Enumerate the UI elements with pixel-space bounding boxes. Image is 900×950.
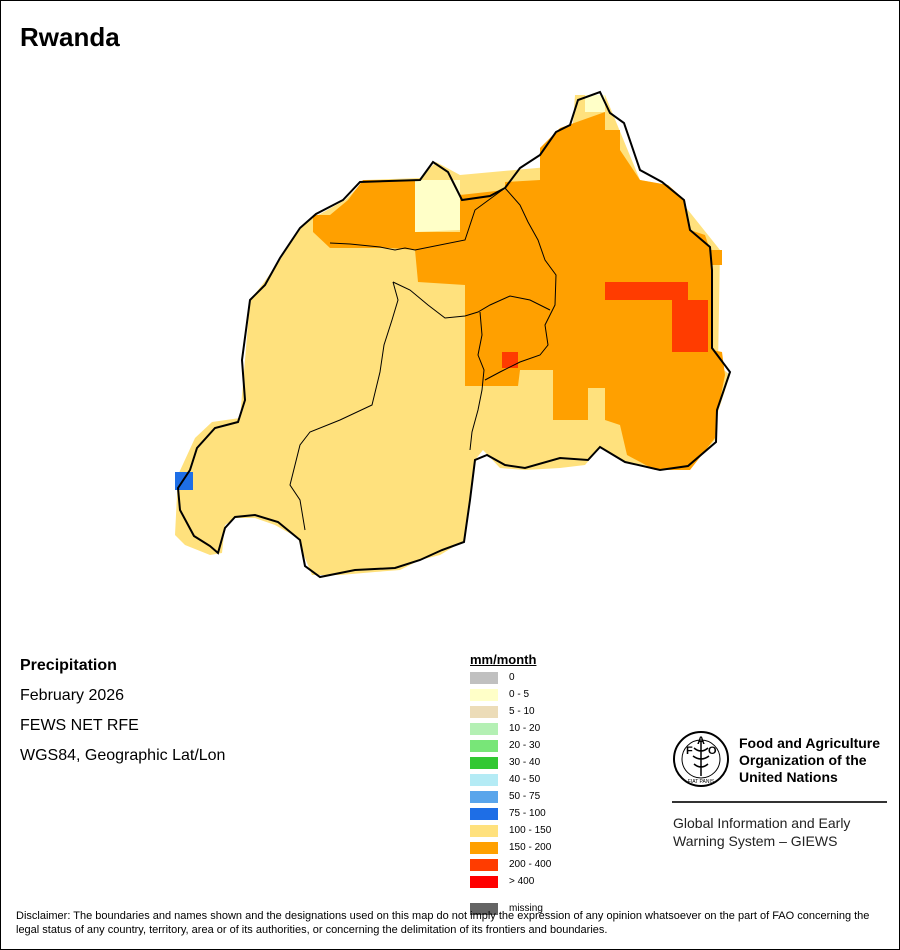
province-boundary	[392, 281, 551, 319]
legend-label: 150 - 200	[509, 842, 552, 853]
legend-swatch	[470, 903, 498, 915]
legend-label: 0	[509, 672, 515, 683]
precipitation-grid	[175, 95, 730, 575]
legend-label: 30 - 40	[509, 757, 541, 768]
province-boundary	[329, 187, 506, 251]
giews-name: Global Information and Early Warning Sys…	[673, 815, 851, 849]
legend-label: 75 - 100	[509, 808, 546, 819]
zone-200-400	[605, 282, 708, 352]
legend-unit: mm/month	[470, 652, 537, 667]
disclaimer: Disclaimer: The boundaries and names sho…	[16, 910, 870, 936]
province-boundary	[484, 187, 557, 381]
map-period: February 2026	[20, 687, 125, 704]
country-border	[176, 90, 732, 579]
legend-label: 40 - 50	[509, 774, 541, 785]
map-source: FEWS NET RFE	[20, 717, 139, 734]
legend-swatch	[470, 825, 498, 837]
legend-swatch	[470, 672, 498, 684]
legend-swatch	[470, 689, 498, 701]
legend-label: missing	[509, 903, 543, 914]
svg-text:A: A	[697, 735, 705, 747]
legend-swatch	[470, 876, 498, 888]
legend-swatch	[470, 723, 498, 735]
legend-label: 0 - 5	[509, 689, 530, 700]
legend-label: 50 - 75	[509, 791, 541, 802]
organization-name: Food and Agriculture Organization of the…	[739, 735, 881, 785]
legend-swatch	[470, 791, 498, 803]
svg-text:FIAT PANIS: FIAT PANIS	[688, 779, 715, 785]
legend-label: 200 - 400	[509, 859, 552, 870]
legend-label: 10 - 20	[509, 723, 541, 734]
map-variable: Precipitation	[20, 657, 117, 674]
legend-label: 100 - 150	[509, 825, 552, 836]
legend-swatch	[470, 774, 498, 786]
zone-200-400-center	[502, 352, 518, 368]
zone-150-200	[313, 112, 725, 470]
legend-swatch	[470, 842, 498, 854]
organization-divider	[672, 801, 887, 803]
map-projection: WGS84, Geographic Lat/Lon	[20, 747, 226, 764]
legend-swatch	[470, 808, 498, 820]
legend-label: 20 - 30	[509, 740, 541, 751]
legend-swatch	[470, 706, 498, 718]
legend-swatch	[470, 740, 498, 752]
legend-swatch	[470, 859, 498, 871]
map-title: Rwanda	[20, 22, 120, 52]
province-boundary	[289, 281, 399, 531]
zone-0-5	[415, 180, 460, 232]
legend-label: > 400	[509, 876, 535, 887]
legend-label: 5 - 10	[509, 706, 535, 717]
legend-swatch	[470, 757, 498, 769]
zone-0-5-north	[585, 95, 605, 112]
svg-text:O: O	[708, 745, 717, 757]
svg-text:F: F	[686, 745, 693, 757]
province-boundary	[469, 311, 485, 451]
fao-logo: F A O FIAT PANIS	[673, 731, 729, 787]
